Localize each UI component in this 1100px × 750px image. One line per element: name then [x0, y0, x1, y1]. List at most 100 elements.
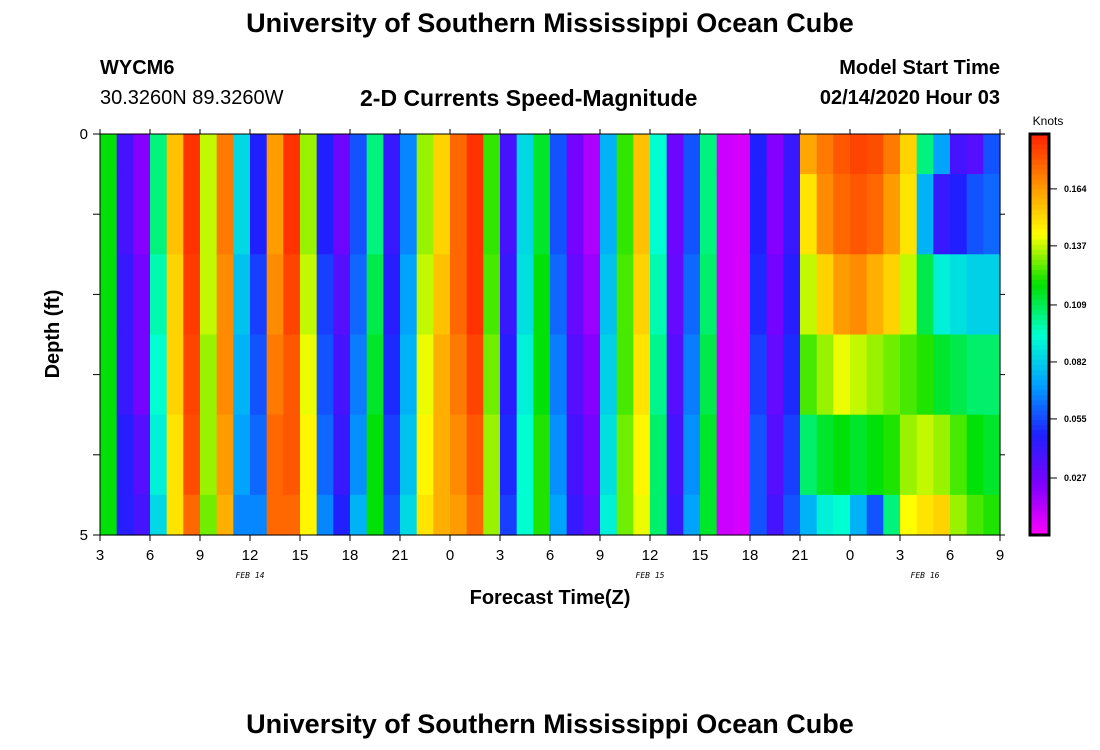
- heatmap-cell: [750, 414, 768, 496]
- x-tick-label: 6: [946, 547, 954, 564]
- colorbar-segment: [1030, 184, 1049, 190]
- heatmap-cell: [883, 334, 901, 416]
- x-tick-label: 6: [546, 547, 554, 564]
- colorbar-segment: [1030, 324, 1049, 330]
- heatmap-cell: [900, 494, 918, 536]
- heatmap-cell: [850, 414, 868, 496]
- heatmap-cell: [133, 134, 151, 175]
- colorbar-segment: [1030, 429, 1049, 436]
- colorbar-tick-label: 0.082: [1064, 357, 1087, 367]
- heatmap-cell: [333, 494, 351, 536]
- heatmap-cell: [433, 174, 451, 255]
- heatmap-cell: [633, 414, 651, 496]
- heatmap-cell: [566, 174, 584, 255]
- colorbar-segment: [1030, 459, 1049, 466]
- heatmap-cell: [966, 134, 984, 175]
- heatmap-cell: [816, 134, 834, 175]
- heatmap-cell: [783, 174, 801, 255]
- heatmap-cell: [566, 414, 584, 496]
- colorbar-segment: [1030, 194, 1049, 200]
- heatmap-cell: [100, 494, 118, 536]
- colorbar-segment: [1030, 264, 1049, 270]
- heatmap-cell: [800, 134, 818, 175]
- heatmap-cell: [883, 174, 901, 255]
- heatmap-cell: [766, 254, 784, 336]
- heatmap-cell: [700, 494, 718, 536]
- heatmap-cell: [533, 134, 551, 175]
- x-axis: 3 6 9 12 15 18 21 0 3 6 9 12 15 18 21 0 3 6 9 FEB 14 FEB 15 F…: [96, 129, 1004, 580]
- heatmap-cell: [966, 254, 984, 336]
- heatmap-cell: [850, 254, 868, 336]
- heatmap-cell: [933, 494, 951, 536]
- heatmap-cell: [383, 494, 401, 536]
- heatmap-cell: [566, 494, 584, 536]
- heatmap-cell: [533, 174, 551, 255]
- heatmap-cell: [500, 174, 518, 255]
- heatmap-cell: [200, 254, 218, 336]
- heatmap-cell: [883, 494, 901, 536]
- colorbar-segment: [1030, 349, 1049, 356]
- x-axis-label: Forecast Time(Z): [470, 587, 631, 609]
- heatmap-cell: [750, 174, 768, 255]
- colorbar-segment: [1030, 144, 1049, 150]
- heatmap-cell: [116, 254, 134, 336]
- heatmap-cell: [100, 174, 118, 255]
- x-tick-label: 15: [692, 547, 709, 564]
- colorbar-segment: [1030, 319, 1049, 325]
- heatmap-cell: [800, 494, 818, 536]
- colorbar-segment: [1030, 154, 1049, 160]
- heatmap-cell: [600, 174, 618, 255]
- heatmap-cell: [400, 254, 418, 336]
- heatmap-cell: [583, 174, 601, 255]
- colorbar-tick-label: 0.164: [1064, 184, 1087, 194]
- heatmap-cell: [500, 134, 518, 175]
- colorbar-segment: [1030, 134, 1049, 140]
- heatmap-cell: [516, 254, 534, 336]
- heatmap-cell: [350, 334, 368, 416]
- heatmap-cell: [283, 134, 301, 175]
- heatmap-cell: [650, 334, 668, 416]
- heatmap-cell: [266, 414, 284, 496]
- heatmap-cell: [850, 334, 868, 416]
- heatmap-cell: [866, 134, 884, 175]
- heatmap-cell: [216, 334, 234, 416]
- x-tick-label: 3: [496, 547, 504, 564]
- colorbar-tick-label: 0.055: [1064, 414, 1087, 424]
- heatmap-cell: [666, 254, 684, 336]
- heatmap-cell: [333, 254, 351, 336]
- heatmap-cell: [866, 334, 884, 416]
- colorbar-segment: [1030, 504, 1049, 511]
- heatmap-cell: [950, 334, 968, 416]
- heatmap-cell: [150, 494, 168, 536]
- heatmap-cell: [816, 414, 834, 496]
- heatmap-cell: [866, 414, 884, 496]
- colorbar-segment: [1030, 229, 1049, 235]
- heatmap-cell: [166, 334, 184, 416]
- heatmap-cell: [466, 134, 484, 175]
- heatmap-cell: [166, 414, 184, 496]
- heatmap-cell: [550, 254, 568, 336]
- heatmap-cell: [783, 134, 801, 175]
- heatmap-cell: [966, 174, 984, 255]
- heatmap-cell: [666, 414, 684, 496]
- heatmap-cell: [216, 494, 234, 536]
- colorbar-segment: [1030, 329, 1049, 335]
- colorbar-segment: [1030, 279, 1049, 285]
- colorbar-frame: [1028, 132, 1051, 537]
- heatmap-cell: [950, 414, 968, 496]
- heatmap-cell: [500, 254, 518, 336]
- heatmap-cell: [716, 494, 734, 536]
- heatmap-cell: [133, 494, 151, 536]
- heatmap-cell: [416, 334, 434, 416]
- heatmap-cell: [700, 414, 718, 496]
- heatmap-cell: [116, 134, 134, 175]
- heatmap-cell: [166, 134, 184, 175]
- heatmap-cell: [683, 134, 701, 175]
- heatmap-cell: [966, 494, 984, 536]
- heatmap-cell: [683, 494, 701, 536]
- heatmap-cell: [250, 134, 268, 175]
- heatmap-cell: [300, 414, 318, 496]
- heatmap-cell: [566, 334, 584, 416]
- heatmap-cell: [483, 174, 501, 255]
- heatmap-cell: [500, 494, 518, 536]
